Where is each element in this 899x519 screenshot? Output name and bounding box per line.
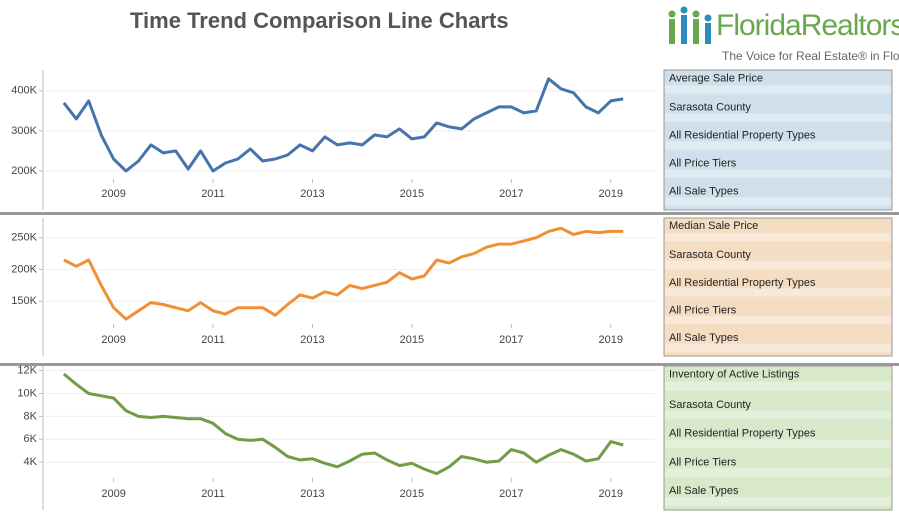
y-tick-label: 8K: [24, 410, 38, 422]
panel-band: [665, 343, 891, 352]
x-tick-label: 2011: [201, 488, 225, 500]
filter-panel: [663, 365, 893, 511]
y-tick-label: 400K: [11, 85, 37, 97]
panel-band: [665, 260, 891, 270]
x-tick-label: 2011: [201, 334, 225, 346]
panel-band: [665, 410, 891, 420]
y-tick-label: 6K: [24, 433, 38, 445]
panel-band: [665, 315, 891, 325]
x-tick-label: 2009: [101, 188, 125, 200]
x-tick-label: 2017: [499, 188, 523, 200]
panel-band: [665, 497, 891, 506]
x-tick-label: 2009: [101, 334, 125, 346]
x-tick-label: 2015: [400, 188, 424, 200]
filter-label: All Residential Property Types: [669, 130, 816, 142]
legend-label: Inventory of Active Listings: [669, 369, 800, 381]
x-tick-label: 2017: [499, 334, 523, 346]
filter-panel: [663, 217, 893, 357]
series-line: [63, 226, 624, 321]
y-tick-label: 10K: [17, 387, 37, 399]
y-tick-label: 200K: [11, 263, 37, 275]
x-tick-label: 2017: [499, 488, 523, 500]
x-tick-label: 2013: [300, 188, 324, 200]
x-tick-label: 2013: [300, 488, 324, 500]
x-tick-label: 2019: [599, 188, 623, 200]
filter-label: All Residential Property Types: [669, 428, 816, 440]
separator: [0, 212, 899, 215]
y-tick-label: 250K: [11, 232, 37, 244]
filter-panel: [663, 69, 893, 211]
filter-label: All Sale Types: [669, 186, 739, 198]
legend-label: Average Sale Price: [669, 72, 763, 84]
x-tick-label: 2011: [201, 188, 225, 200]
y-tick-label: 150K: [11, 295, 37, 307]
chart: 150K 200K 250K 2009 2011 2013 2015 2017 2019 Medi…: [11, 217, 893, 357]
panel-band: [665, 141, 891, 150]
panel-band: [665, 197, 891, 206]
x-tick-label: 2019: [599, 488, 623, 500]
panel-band: [665, 233, 891, 242]
y-tick-label: 4K: [24, 456, 38, 468]
panel-band: [665, 439, 891, 449]
logo-icon: [668, 6, 712, 44]
filter-label: Sarasota County: [669, 399, 751, 411]
y-tick-label: 200K: [11, 165, 37, 177]
filter-label: All Residential Property Types: [669, 277, 816, 289]
panel-band: [665, 381, 891, 391]
page-title: Time Trend Comparison Line Charts: [130, 8, 509, 33]
panel-band: [665, 113, 891, 122]
y-tick-label: 300K: [11, 125, 37, 137]
panel-band: [665, 288, 891, 297]
panel-band: [665, 468, 891, 477]
logo-tagline: The Voice for Real Estate® in Florida: [722, 49, 899, 63]
panel-band: [665, 85, 891, 94]
filter-label: Sarasota County: [669, 249, 751, 261]
separator: [0, 363, 899, 366]
legend-label: Median Sale Price: [669, 220, 758, 232]
chart: 200K 300K 400K 2009 2011 2013 2015 2017 2019 Aver…: [11, 69, 893, 211]
x-tick-label: 2013: [300, 334, 324, 346]
filter-label: All Price Tiers: [669, 456, 737, 468]
x-tick-label: 2015: [400, 488, 424, 500]
filter-label: All Price Tiers: [669, 304, 737, 316]
chart: 4K 6K 8K 10K 12K 2009 2011 2013 2015 2017 2019 Inve…: [17, 364, 893, 511]
filter-label: All Price Tiers: [669, 158, 737, 170]
filter-label: All Sale Types: [669, 485, 739, 497]
panel-band: [665, 169, 891, 178]
x-tick-label: 2009: [101, 488, 125, 500]
filter-label: All Sale Types: [669, 332, 739, 344]
y-tick-label: 12K: [17, 364, 37, 376]
x-tick-label: 2015: [400, 334, 424, 346]
series-line: [62, 372, 624, 476]
filter-label: Sarasota County: [669, 102, 751, 114]
logo-name: FloridaRealtors®: [716, 9, 899, 42]
series-line: [62, 77, 624, 173]
x-tick-label: 2019: [599, 334, 623, 346]
